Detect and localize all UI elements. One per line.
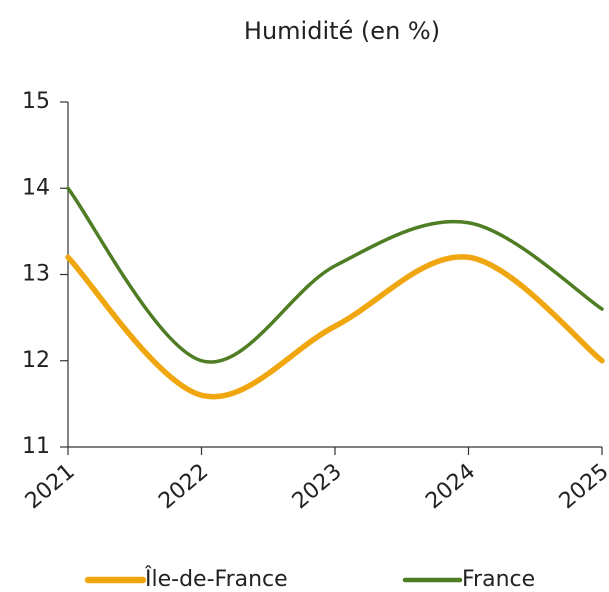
legend-label: France — [462, 567, 535, 592]
x-tick-label: 2024 — [421, 459, 480, 514]
x-tick-label: 2021 — [21, 459, 80, 514]
legend-label: Île-de-France — [144, 566, 288, 592]
x-tick-label: 2025 — [555, 459, 609, 514]
y-tick-label: 13 — [22, 262, 50, 287]
x-tick-label: 2023 — [288, 459, 347, 514]
y-tick-label: 14 — [22, 175, 50, 200]
series-line — [65, 254, 605, 400]
y-tick-label: 15 — [22, 89, 50, 114]
chart-title: Humidité (en %) — [244, 17, 440, 45]
series-line — [66, 186, 604, 364]
x-tick-label: 2022 — [154, 459, 213, 514]
y-tick-label: 12 — [22, 348, 50, 373]
y-tick-label: 11 — [22, 434, 50, 459]
